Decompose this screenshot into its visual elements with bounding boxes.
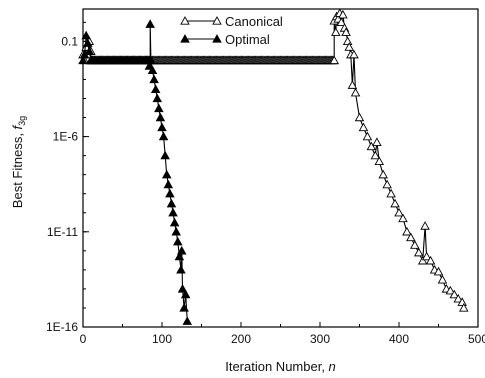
data-point xyxy=(157,122,167,132)
data-point xyxy=(433,266,444,276)
data-point xyxy=(413,247,424,257)
data-point xyxy=(347,80,358,89)
series-line xyxy=(82,24,188,322)
data-point xyxy=(158,131,169,141)
data-point xyxy=(331,27,341,36)
data-point xyxy=(457,297,467,306)
data-point xyxy=(155,112,166,122)
data-point xyxy=(398,213,408,223)
data-point xyxy=(374,156,385,166)
data-point xyxy=(150,84,161,94)
legend-marker xyxy=(212,16,222,25)
data-point xyxy=(342,36,353,46)
x-tick-label: 100 xyxy=(152,332,172,346)
data-point xyxy=(84,46,95,55)
plateau-markers xyxy=(86,55,155,65)
y-tick-label: 0.1 xyxy=(61,34,78,48)
data-point xyxy=(81,30,91,40)
data-point xyxy=(420,221,430,230)
data-point xyxy=(176,245,187,255)
data-point xyxy=(390,198,400,208)
x-tick-label: 500 xyxy=(468,332,485,346)
data-point xyxy=(425,255,436,265)
data-point xyxy=(149,74,159,84)
data-point xyxy=(370,150,381,160)
legend-item-canonical: Canonical xyxy=(180,14,283,29)
data-point xyxy=(152,93,163,103)
data-point xyxy=(372,137,382,146)
data-point xyxy=(336,17,347,26)
data-point xyxy=(161,169,172,179)
series-optimal xyxy=(78,19,193,325)
data-point xyxy=(354,112,365,122)
x-tick-label: 200 xyxy=(231,332,251,346)
legend-marker xyxy=(180,16,190,25)
legend-item-optimal: Optimal xyxy=(180,32,270,47)
legend-label: Optimal xyxy=(225,32,270,47)
data-point xyxy=(82,38,93,47)
data-point xyxy=(350,87,361,97)
x-tick-label: 300 xyxy=(310,332,330,346)
legend-label: Canonical xyxy=(225,14,283,29)
data-point xyxy=(78,55,88,65)
data-point xyxy=(382,179,392,189)
data-point xyxy=(386,188,396,198)
data-point xyxy=(358,122,369,132)
data-point xyxy=(394,207,404,217)
data-point xyxy=(180,289,191,299)
data-point xyxy=(179,303,189,312)
data-point xyxy=(445,285,456,295)
y-axis-title: Best Fitness, f3g xyxy=(10,116,27,208)
x-tick-label: 0 xyxy=(80,332,87,346)
y-tick-label: 1E-16 xyxy=(46,320,78,334)
data-point xyxy=(329,55,339,65)
data-point xyxy=(163,179,174,189)
y-tick-label: 1E-11 xyxy=(47,225,78,239)
data-point xyxy=(168,207,178,217)
data-point xyxy=(154,103,164,113)
data-point xyxy=(378,169,388,179)
y-axis: 0.1 1E-6 1E-11 1E-16 xyxy=(46,21,89,334)
data-point xyxy=(86,55,96,65)
data-point xyxy=(421,251,432,261)
data-point xyxy=(147,65,158,75)
data-point xyxy=(182,316,193,325)
data-point xyxy=(173,236,183,246)
data-point xyxy=(459,303,469,312)
data-point xyxy=(341,27,351,36)
data-point xyxy=(160,150,170,160)
data-point xyxy=(169,217,180,227)
data-point xyxy=(453,293,464,303)
data-point xyxy=(145,19,155,28)
data-point xyxy=(146,55,156,65)
data-point xyxy=(406,232,416,242)
data-point xyxy=(174,251,185,261)
data-point xyxy=(366,141,377,151)
legend: Canonical Optimal xyxy=(180,14,283,47)
data-point xyxy=(349,49,359,59)
data-point xyxy=(166,198,177,208)
legend-marker xyxy=(180,34,190,43)
data-point xyxy=(437,274,448,284)
x-axis-title: Iteration Number, n xyxy=(225,359,336,374)
data-point xyxy=(410,240,420,249)
data-point xyxy=(176,264,186,274)
data-point xyxy=(171,226,181,236)
data-point xyxy=(338,9,348,19)
data-point xyxy=(449,289,460,299)
x-axis: 0 100 200 300 400 500 xyxy=(80,322,485,346)
series-canonical xyxy=(78,8,469,312)
data-point xyxy=(417,255,428,265)
data-point xyxy=(165,188,175,198)
data-point xyxy=(362,131,373,141)
y-tick-label: 1E-6 xyxy=(53,130,79,144)
x-tick-label: 400 xyxy=(389,332,409,346)
data-point xyxy=(344,42,354,51)
data-point xyxy=(402,226,412,236)
legend-marker xyxy=(212,34,222,43)
data-point xyxy=(177,283,188,293)
